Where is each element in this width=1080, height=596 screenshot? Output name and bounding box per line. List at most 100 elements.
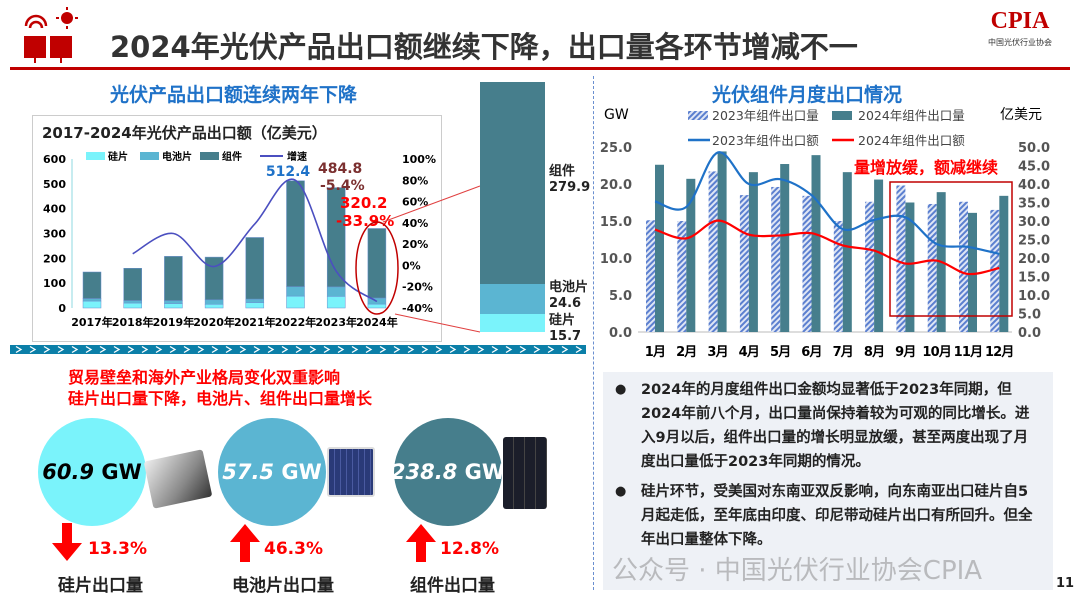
bar-电池片 bbox=[123, 300, 142, 304]
x-tick-label: 2018年 bbox=[112, 315, 154, 329]
cpia-logo: CPIA 中国光伏行业协会 bbox=[965, 8, 1075, 48]
chevron-icon bbox=[15, 345, 23, 354]
highlight-ellipse bbox=[355, 221, 399, 315]
y-tick-label: 5.0 bbox=[609, 289, 632, 304]
bar-2024-volume bbox=[968, 212, 977, 332]
bar-2023-volume bbox=[896, 185, 906, 332]
legend-swatch bbox=[140, 152, 159, 160]
y2-tick-label: 10.0 bbox=[1018, 289, 1050, 304]
x-tick-label: 2023年 bbox=[315, 315, 357, 329]
data-label: -33.9% bbox=[336, 212, 394, 230]
y2-tick-label: 40.0 bbox=[1018, 178, 1050, 193]
bar-组件 bbox=[164, 256, 183, 301]
x-tick-label: 6月 bbox=[801, 345, 821, 360]
x-tick-label: 2017年 bbox=[71, 315, 113, 329]
y-tick-label: 25.0 bbox=[600, 141, 632, 156]
bar-电池片 bbox=[82, 298, 102, 302]
bar-2023-volume bbox=[771, 186, 781, 332]
y-tick-label: 100 bbox=[43, 277, 66, 290]
x-tick-label: 5月 bbox=[770, 345, 790, 360]
y-tick-label: 10.0 bbox=[600, 252, 632, 267]
legend-label: 2024年组件出口量 bbox=[858, 108, 965, 123]
data-label: 512.4 bbox=[266, 164, 311, 180]
y2-tick-label: 50.0 bbox=[1018, 141, 1050, 156]
y2-tick-label: 100% bbox=[402, 153, 436, 166]
bar-2023-volume bbox=[802, 195, 812, 332]
x-tick-label: 7月 bbox=[833, 345, 853, 360]
bar-2023-volume bbox=[739, 195, 749, 332]
chevron-icon bbox=[57, 345, 65, 354]
silicon-wafer-image bbox=[143, 449, 213, 509]
bar-电池片 bbox=[204, 299, 224, 305]
solar-panel-icon bbox=[24, 7, 78, 63]
notes-box: 2024年的月度组件出口金额均显著低于2023年同期，但2024年前八个月，出口… bbox=[603, 372, 1053, 590]
y-tick-label: 300 bbox=[43, 228, 66, 241]
chevron-icon bbox=[141, 345, 149, 354]
y2-axis-label: 亿美元 bbox=[1000, 107, 1042, 123]
chevron-icon bbox=[337, 345, 345, 354]
line-2023年组件出口额 bbox=[654, 151, 1000, 256]
chevron-icon bbox=[211, 345, 219, 354]
legend-swatch bbox=[86, 152, 105, 160]
bar-硅片 bbox=[123, 302, 142, 309]
legend-label: 组件 bbox=[222, 150, 242, 163]
chevron-icon bbox=[547, 345, 555, 354]
chevron-icon bbox=[155, 345, 163, 354]
breakdown-cell-segment bbox=[480, 284, 545, 314]
bar-2024-volume bbox=[686, 178, 696, 332]
x-tick-label: 12月 bbox=[985, 345, 1014, 360]
note-2: 硅片环节，受美国对东南亚双反影响，向东南亚出口硅片自5月起走低，至年底由印度、印… bbox=[613, 480, 1041, 552]
x-tick-label: 11月 bbox=[954, 345, 983, 360]
x-tick-label: 2月 bbox=[676, 345, 696, 360]
chevron-icon bbox=[197, 345, 205, 354]
bar-2024-volume bbox=[655, 164, 664, 332]
chevron-icon bbox=[43, 345, 51, 354]
left-subtitle: 光伏产品出口额连续两年下降 bbox=[110, 84, 358, 106]
chevron-icon bbox=[113, 345, 121, 354]
monthly-module-chart: GW 亿美元 0.0 5.0 10.0 15.0 20.0 25.0 0.0 5.0 10.0 15.… bbox=[600, 107, 1050, 360]
bar-2024-volume bbox=[874, 179, 884, 332]
legend-swatch bbox=[200, 152, 219, 160]
chevron-icon bbox=[253, 345, 261, 354]
solar-module-image bbox=[503, 437, 547, 509]
chevron-icon bbox=[365, 345, 373, 354]
x-tick-label: 2022年 bbox=[275, 315, 317, 329]
connector-line bbox=[382, 185, 481, 223]
y-tick-label: 200 bbox=[43, 252, 66, 265]
cell-caption: 电池片出口量 bbox=[232, 576, 334, 596]
watermark: 公众号 · 中国光伏行业协会CPIA bbox=[612, 556, 983, 586]
headline-1: 贸易壁垒和海外产业格局变化双重影响 bbox=[68, 368, 341, 387]
chevron-icon bbox=[407, 345, 415, 354]
chevron-icon bbox=[393, 345, 401, 354]
x-tick-label: 2024年 bbox=[356, 315, 398, 329]
x-tick-label: 2021年 bbox=[234, 315, 276, 329]
chevron-icon bbox=[267, 345, 275, 354]
x-tick-label: 10月 bbox=[922, 345, 951, 360]
module-change: 12.8% bbox=[440, 539, 499, 559]
data-label: 320.2 bbox=[340, 194, 387, 212]
y-tick-label: 20.0 bbox=[600, 178, 632, 193]
legend-label: 2024年组件出口额 bbox=[858, 133, 965, 148]
x-tick-label: 3月 bbox=[707, 345, 727, 360]
bar-2024-volume bbox=[842, 172, 852, 332]
silicon-caption: 硅片出口量 bbox=[58, 576, 143, 596]
cell-change: 46.3% bbox=[264, 539, 323, 559]
y2-tick-label: 35.0 bbox=[1018, 197, 1050, 212]
breakdown-module-label: 组件 279.9 bbox=[549, 164, 591, 195]
data-label: 484.8 bbox=[318, 161, 362, 177]
bar-2023-volume bbox=[708, 171, 718, 332]
chevron-icon bbox=[281, 345, 289, 354]
highlight-box bbox=[889, 181, 1013, 317]
bar-硅片 bbox=[204, 304, 224, 309]
bar-组件 bbox=[123, 268, 142, 301]
chevron-icon bbox=[71, 345, 79, 354]
right-subtitle: 光伏组件月度出口情况 bbox=[712, 84, 903, 106]
chevron-icon bbox=[169, 345, 177, 354]
bar-2023-volume bbox=[990, 209, 1000, 332]
y2-tick-label: 25.0 bbox=[1018, 234, 1050, 249]
bar-硅片 bbox=[82, 300, 102, 309]
bar-硅片 bbox=[326, 296, 346, 309]
logo-text: CPIA bbox=[990, 8, 1050, 34]
chevron-icon bbox=[435, 345, 443, 354]
chevron-icon bbox=[477, 345, 485, 354]
